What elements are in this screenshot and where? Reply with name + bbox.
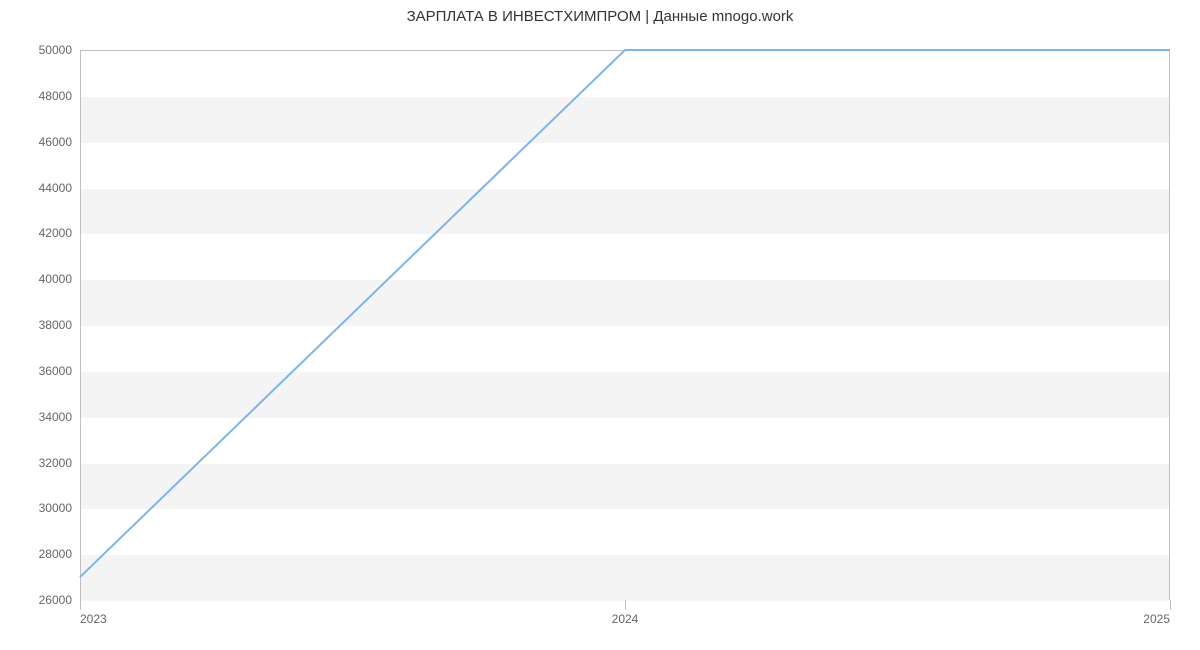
y-tick-label: 30000 [39,501,72,515]
x-tick-label: 2024 [612,612,639,626]
salary-chart: ЗАРПЛАТА В ИНВЕСТХИМПРОМ | Данные mnogo.… [0,0,1200,650]
y-tick-label: 42000 [39,226,72,240]
y-tick-label: 40000 [39,272,72,286]
series-line [80,50,1170,577]
y-tick-label: 44000 [39,181,72,195]
y-tick-label: 34000 [39,410,72,424]
line-layer [80,50,1170,600]
x-tick [625,600,626,610]
chart-title: ЗАРПЛАТА В ИНВЕСТХИМПРОМ | Данные mnogo.… [0,8,1200,25]
y-tick-label: 46000 [39,135,72,149]
x-tick [80,600,81,610]
y-tick-label: 28000 [39,547,72,561]
x-tick-label: 2025 [1143,612,1170,626]
y-tick-label: 50000 [39,43,72,57]
y-tick-label: 36000 [39,364,72,378]
y-tick-label: 48000 [39,89,72,103]
x-tick-label: 2023 [80,612,107,626]
y-tick-label: 32000 [39,456,72,470]
x-tick [1170,600,1171,610]
y-tick-label: 38000 [39,318,72,332]
y-tick-label: 26000 [39,593,72,607]
